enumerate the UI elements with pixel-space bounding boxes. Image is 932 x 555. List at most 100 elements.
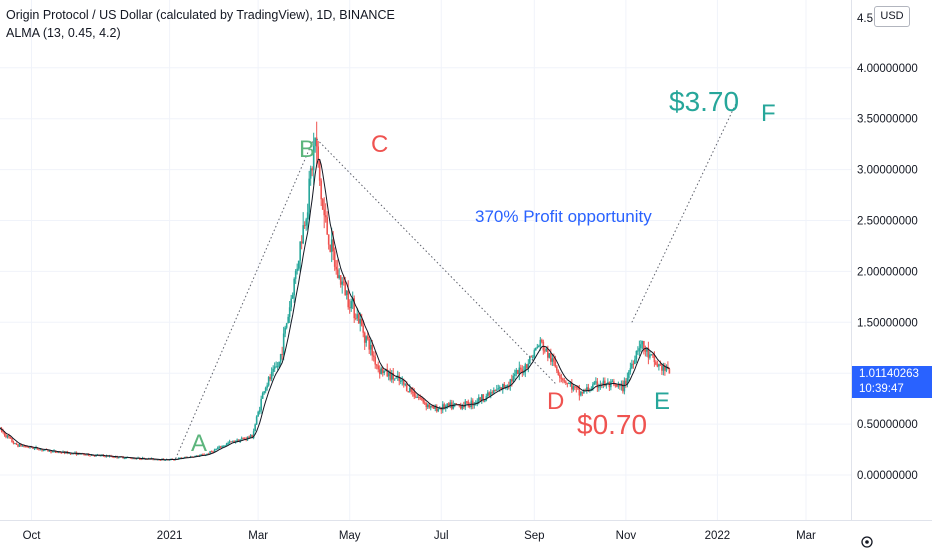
price-axis-labels[interactable]: 4.00000000 3.50000000 3.00000000 2.50000000… [857, 63, 918, 482]
candle-body [649, 354, 651, 358]
candle-body [117, 457, 120, 459]
candle-body [345, 290, 348, 296]
candle-body [210, 451, 213, 453]
candle-body [218, 446, 220, 449]
candle-body [465, 401, 468, 403]
candle-body [6, 435, 9, 438]
candle-body [264, 387, 267, 392]
candle-body [607, 382, 609, 384]
candle-body [453, 403, 456, 405]
candle-body [622, 383, 624, 392]
candle-body [47, 449, 49, 452]
candle-body [99, 455, 102, 457]
price-tick-label: 0.50000000 [857, 419, 918, 431]
candle-body [363, 332, 366, 343]
price-tick-label: 3.50000000 [857, 114, 918, 126]
time-tick-label: Nov [616, 530, 637, 542]
candle-body [222, 445, 225, 447]
candle-body [273, 366, 276, 369]
candle-body [414, 396, 417, 398]
candle-body [428, 404, 431, 408]
gear-icon[interactable] [861, 536, 873, 548]
candle-body [386, 369, 389, 377]
candle-body [248, 436, 250, 438]
candle-body [619, 385, 621, 387]
candle-body [26, 446, 28, 448]
candle-body [486, 392, 489, 397]
candle-body [548, 353, 551, 358]
candle-body [302, 225, 304, 244]
candle-body [59, 451, 61, 453]
candle-body [50, 450, 52, 453]
candles [0, 121, 671, 461]
candle-body [12, 442, 15, 444]
candle-body [641, 340, 644, 345]
candle-body [344, 282, 347, 296]
candle-body [258, 410, 261, 412]
candle-body [269, 377, 271, 380]
candle-body [584, 389, 587, 391]
time-tick-label: Jul [434, 530, 449, 542]
candle-body [297, 260, 300, 269]
candle-body [251, 434, 253, 439]
time-tick-label: May [339, 530, 361, 542]
candle-body [20, 443, 22, 447]
candle-body [611, 381, 614, 383]
candle-body [350, 301, 353, 309]
candle-body [312, 145, 315, 171]
candle-body [535, 347, 537, 351]
candle-body [517, 370, 519, 375]
candle-body [153, 459, 156, 461]
candle-body [507, 385, 510, 387]
candle-body [68, 453, 70, 455]
candle-body [156, 459, 159, 461]
candle-body [617, 385, 620, 387]
time-axis-labels[interactable]: Oct 2021 Mar May Jul Sep Nov 2022 Mar [23, 530, 816, 542]
candle-body [296, 268, 298, 272]
last-price-value: 1.01140263 [859, 368, 919, 380]
candle-body [24, 446, 27, 448]
candle-body [135, 458, 138, 460]
candle-body [541, 339, 543, 342]
currency-unit-button[interactable]: USD [874, 6, 910, 27]
candle-body [410, 387, 413, 392]
candle-body [554, 361, 557, 367]
candle-body [529, 356, 531, 364]
candle-body [661, 365, 663, 371]
candle-body [422, 398, 425, 403]
last-price-tag: 1.01140263 10:39:47 [852, 366, 932, 398]
candle-body [665, 366, 668, 371]
alma-line [0, 158, 670, 461]
settings-corner[interactable] [852, 530, 932, 550]
label-d: D [547, 388, 564, 415]
candle-body [458, 404, 461, 406]
candle-body [503, 384, 506, 388]
candle-body [574, 386, 576, 388]
candle-body [177, 457, 180, 459]
candle-body [402, 380, 405, 385]
candle-body [498, 387, 501, 389]
candle-body [315, 137, 318, 147]
candle-body [272, 368, 274, 372]
candle-body [221, 446, 223, 448]
candle-body [572, 386, 575, 390]
candle-body [378, 369, 381, 374]
candle-body [300, 241, 303, 244]
candle-body [431, 405, 434, 407]
candle-body [104, 455, 106, 457]
candle-body [664, 365, 666, 371]
price-tick-label: 4.00000000 [857, 63, 918, 75]
candle-body [398, 375, 401, 382]
candle-body [233, 440, 235, 443]
candle-body [471, 400, 474, 406]
candle-body [494, 390, 497, 392]
time-tick-label: Oct [23, 530, 42, 542]
candle-body [565, 381, 567, 383]
candle-body [644, 349, 647, 352]
candle-body [411, 391, 414, 393]
candle-body [311, 168, 313, 171]
candle-body [261, 393, 264, 399]
candle-body [84, 454, 87, 456]
